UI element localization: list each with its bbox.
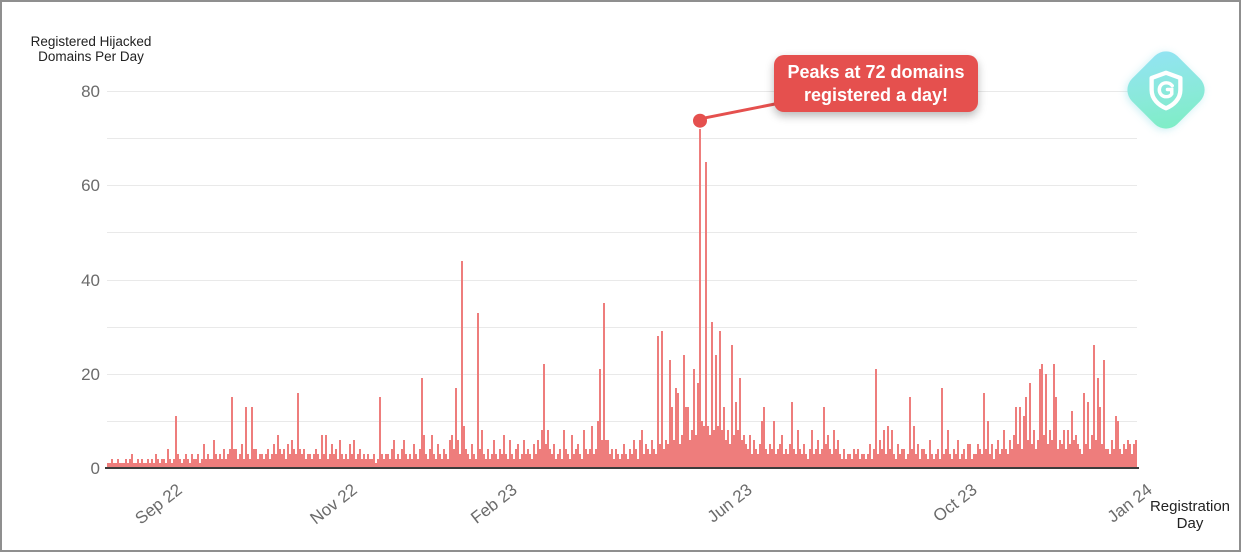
y-tick-label: 20 [81,364,100,384]
shield-g-icon [1149,70,1183,111]
plot-area [105,91,1139,469]
x-tick-label: Jan 24 [1103,480,1156,527]
x-tick-label: Jun 23 [703,480,756,527]
x-tick-label: Feb 23 [467,480,521,528]
x-axis-title: Registration Day [1145,498,1235,532]
y-tick-label: 60 [81,176,100,196]
x-axis-title-line1: Registration [1149,498,1231,515]
y-tick-label: 80 [81,82,100,101]
y-tick-label: 0 [90,459,100,478]
x-tick-label: Nov 22 [306,480,361,529]
annotation-line1: Peaks at 72 domains [787,62,965,82]
annotation-line2: registered a day! [803,85,949,105]
y-tick-label: 40 [81,270,100,290]
x-axis-title-line2: Day [1176,515,1204,532]
x-axis-line [105,467,1139,469]
x-tick-label: Sep 22 [131,480,186,529]
y-axis-title: Registered Hijacked Domains Per Day [20,34,162,64]
y-axis-title-line2: Domains Per Day [38,49,144,64]
x-tick-label: Oct 23 [929,480,981,526]
y-axis-title-line1: Registered Hijacked [30,34,152,49]
guardio-logo [1120,44,1212,136]
annotation-callout: Peaks at 72 domains registered a day! [774,55,978,112]
